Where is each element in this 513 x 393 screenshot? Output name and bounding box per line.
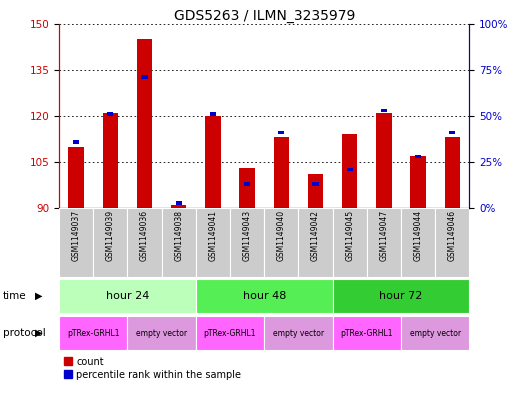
Bar [449,131,456,134]
Bar [264,208,299,277]
Bar [401,208,435,277]
Bar [127,208,162,277]
Bar [127,316,196,350]
Legend: count, percentile rank within the sample: count, percentile rank within the sample [64,356,242,380]
Text: ▶: ▶ [35,328,43,338]
Text: pTRex-GRHL1: pTRex-GRHL1 [341,329,393,338]
Bar [332,208,367,277]
Bar [299,208,332,277]
Text: GSM1149047: GSM1149047 [380,210,388,261]
Bar [332,316,401,350]
Text: GSM1149046: GSM1149046 [448,210,457,261]
Bar [264,316,332,350]
Text: GSM1149043: GSM1149043 [243,210,251,261]
Bar [273,138,289,208]
Bar [332,279,469,313]
Bar [401,316,469,350]
Bar [59,316,127,350]
Bar [240,168,255,208]
Bar [376,113,391,208]
Text: GSM1149037: GSM1149037 [72,210,81,261]
Text: pTRex-GRHL1: pTRex-GRHL1 [67,329,120,338]
Text: GSM1149040: GSM1149040 [277,210,286,261]
Bar [381,108,387,112]
Bar [59,208,93,277]
Bar [175,201,182,205]
Bar [367,208,401,277]
Bar [103,113,118,208]
Bar [205,116,221,208]
Bar [73,140,79,143]
Bar [342,134,358,208]
Bar [171,205,186,208]
Text: empty vector: empty vector [136,329,187,338]
Bar [230,208,264,277]
Text: GSM1149042: GSM1149042 [311,210,320,261]
Bar [68,147,84,208]
Bar [196,316,264,350]
Text: pTRex-GRHL1: pTRex-GRHL1 [204,329,256,338]
Bar [162,208,196,277]
Bar [93,208,127,277]
Text: time: time [3,291,26,301]
Bar [435,208,469,277]
Text: hour 24: hour 24 [106,291,149,301]
Text: ▶: ▶ [35,291,43,301]
Bar [107,112,113,116]
Text: GSM1149045: GSM1149045 [345,210,354,261]
Text: hour 48: hour 48 [243,291,286,301]
Bar [347,168,353,171]
Text: GSM1149036: GSM1149036 [140,210,149,261]
Text: empty vector: empty vector [273,329,324,338]
Bar [59,279,196,313]
Bar [308,174,323,208]
Bar [445,138,460,208]
Text: empty vector: empty vector [410,329,461,338]
Bar [210,112,216,116]
Text: GSM1149041: GSM1149041 [208,210,218,261]
Bar [196,208,230,277]
Text: hour 72: hour 72 [379,291,423,301]
Bar [142,75,148,79]
Bar [410,156,426,208]
Bar [244,182,250,186]
Title: GDS5263 / ILMN_3235979: GDS5263 / ILMN_3235979 [173,9,355,22]
Bar [415,155,421,158]
Text: GSM1149044: GSM1149044 [413,210,423,261]
Text: GSM1149039: GSM1149039 [106,210,115,261]
Bar [278,131,284,134]
Bar [196,279,332,313]
Bar [137,39,152,208]
Bar [312,182,319,186]
Text: protocol: protocol [3,328,45,338]
Text: GSM1149038: GSM1149038 [174,210,183,261]
